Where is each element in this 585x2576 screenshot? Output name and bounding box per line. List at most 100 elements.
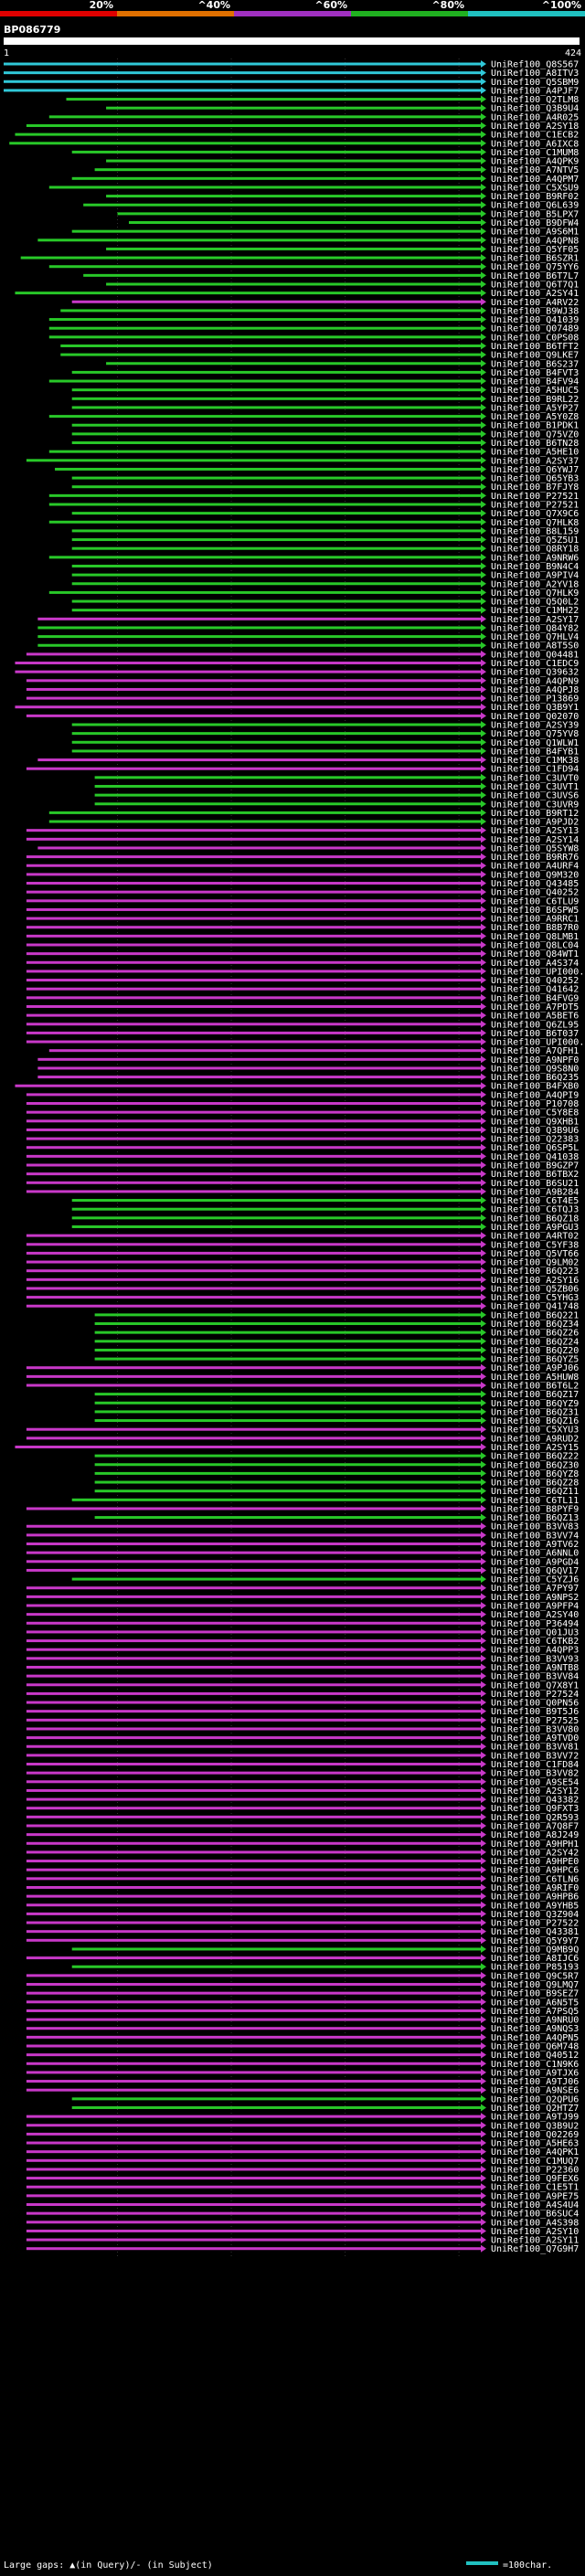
hit-bar [26,1630,481,1634]
hit-bar [71,1199,481,1203]
hit-arrow [481,694,486,703]
hit-arrow [481,1777,486,1786]
hit-arrow [481,1557,486,1565]
hit-label: UniRef100_A2SY41 [491,289,579,299]
hit-arrow [481,721,486,728]
hit-arrow [481,1002,486,1011]
hit-label: UniRef100_UPI000... [491,1038,585,1048]
hit-bar [48,326,482,330]
hit-label: UniRef100_C6TLN6 [491,1874,579,1884]
identity-scale-bar: 20% ^40% ^60% ^80% ^100% [0,0,585,16]
hit-label: UniRef100_B9GZP7 [491,1161,579,1171]
hit-label: UniRef100_A4RV22 [491,298,579,308]
hit-bar [37,1057,481,1061]
hit-label: UniRef100_A9NPF0 [491,1055,579,1065]
hit-arrow [481,218,486,227]
hit-arrow [481,756,486,764]
hit-arrow [481,1276,486,1284]
hit-arrow [481,403,486,411]
hit-bar [15,705,482,709]
hit-arrow [481,2077,486,2085]
hit-label: UniRef100_A7PSQ5 [491,2007,579,2017]
hit-arrow [481,1302,486,1310]
hit-arrow [481,1460,486,1468]
hit-label: UniRef100_A9NQS3 [491,2024,579,2034]
hit-label: UniRef100_B6QZ24 [491,1337,579,1347]
hit-label: UniRef100_A7PY97 [491,1584,579,1594]
hit-arrow [481,209,486,217]
hit-bar [26,1860,481,1863]
hit-bar [20,256,481,260]
hit-label: UniRef100_A2SY13 [491,826,579,836]
hit-label: UniRef100_B6QZ18 [491,1214,579,1224]
hit-label: UniRef100_A9NRW6 [491,553,579,563]
hit-bar [26,767,481,770]
hit-arrow [481,915,486,923]
hit-bar [26,1119,481,1123]
hit-arrow [481,1724,486,1733]
hit-label: UniRef100_A4URF4 [491,862,579,872]
hit-label: UniRef100_B5LPX7 [491,209,579,219]
hit-bar [71,723,481,726]
hit-label: UniRef100_A9HPC6 [491,1866,579,1876]
hit-bar [106,195,481,198]
hit-arrow [481,1733,486,1742]
hit-bar [48,186,482,189]
hit-bar [71,1577,481,1581]
hit-arrow [481,1646,486,1654]
hit-label: UniRef100_Q01JU3 [491,1627,579,1638]
hit-label: UniRef100_Q9LKE7 [491,351,579,361]
hit-label: UniRef100_B3VV84 [491,1672,579,1682]
hit-arrow [481,2121,486,2129]
hit-bar [26,1507,481,1511]
hit-bar [26,1366,481,1370]
hit-bar [26,2062,481,2065]
hit-bar [71,546,481,550]
hit-bar [26,2150,481,2154]
hit-label: UniRef100_Q5SBM9 [491,78,579,88]
hit-arrow [481,1012,486,1020]
hit-label: UniRef100_Q3B9U4 [491,104,579,114]
hit-label: UniRef100_B6Q221 [491,1310,579,1320]
hit-arrow [481,192,486,200]
hit-bar [4,89,481,92]
hit-arrow [481,368,486,376]
hit-bar [26,1613,481,1617]
hit-arrow [481,1214,486,1222]
hit-label: UniRef100_B6QZ16 [491,1416,579,1426]
hit-bar [26,1172,481,1176]
hit-label: UniRef100_B6S237 [491,359,579,369]
hit-bar [26,1604,481,1607]
hit-arrow [481,1963,486,1971]
hit-bar [26,1269,481,1273]
hit-bar [128,221,481,225]
hit-label: UniRef100_B4FVG9 [491,993,579,1003]
hit-arrow [481,606,486,614]
hit-arrow [481,1161,486,1169]
hit-label: UniRef100_A5HE63 [491,2139,579,2149]
hit-label: UniRef100_A5Y0Z8 [491,412,579,422]
hit-bar [26,1374,481,1378]
hit-bar [71,2097,481,2101]
hit-bar [94,1516,481,1520]
hit-arrow [481,1936,486,1945]
hit-label: UniRef100_B6QYZ9 [491,1399,579,1409]
hit-label: UniRef100_B6T037 [491,1029,579,1039]
hit-bar [94,1401,481,1405]
hit-label: UniRef100_B6Q235 [491,1073,579,1083]
hit-label: UniRef100_C5YZJ6 [491,1575,579,1585]
hit-bar [15,1445,482,1448]
hit-bar [26,1004,481,1008]
hit-arrow [481,1874,486,1882]
hit-bar [26,1710,481,1713]
hit-label: UniRef100_Q6QV17 [491,1566,579,1576]
hit-bar [26,2071,481,2074]
hit-bar [48,520,482,524]
hit-label: UniRef100_Q0PN56 [491,1699,579,1709]
hit-bar [26,1691,481,1695]
hit-label: UniRef100_P27522 [491,1919,579,1929]
hit-bar [26,687,481,691]
hit-label: UniRef100_B3VV83 [491,1522,579,1532]
hit-arrow [481,1839,486,1848]
